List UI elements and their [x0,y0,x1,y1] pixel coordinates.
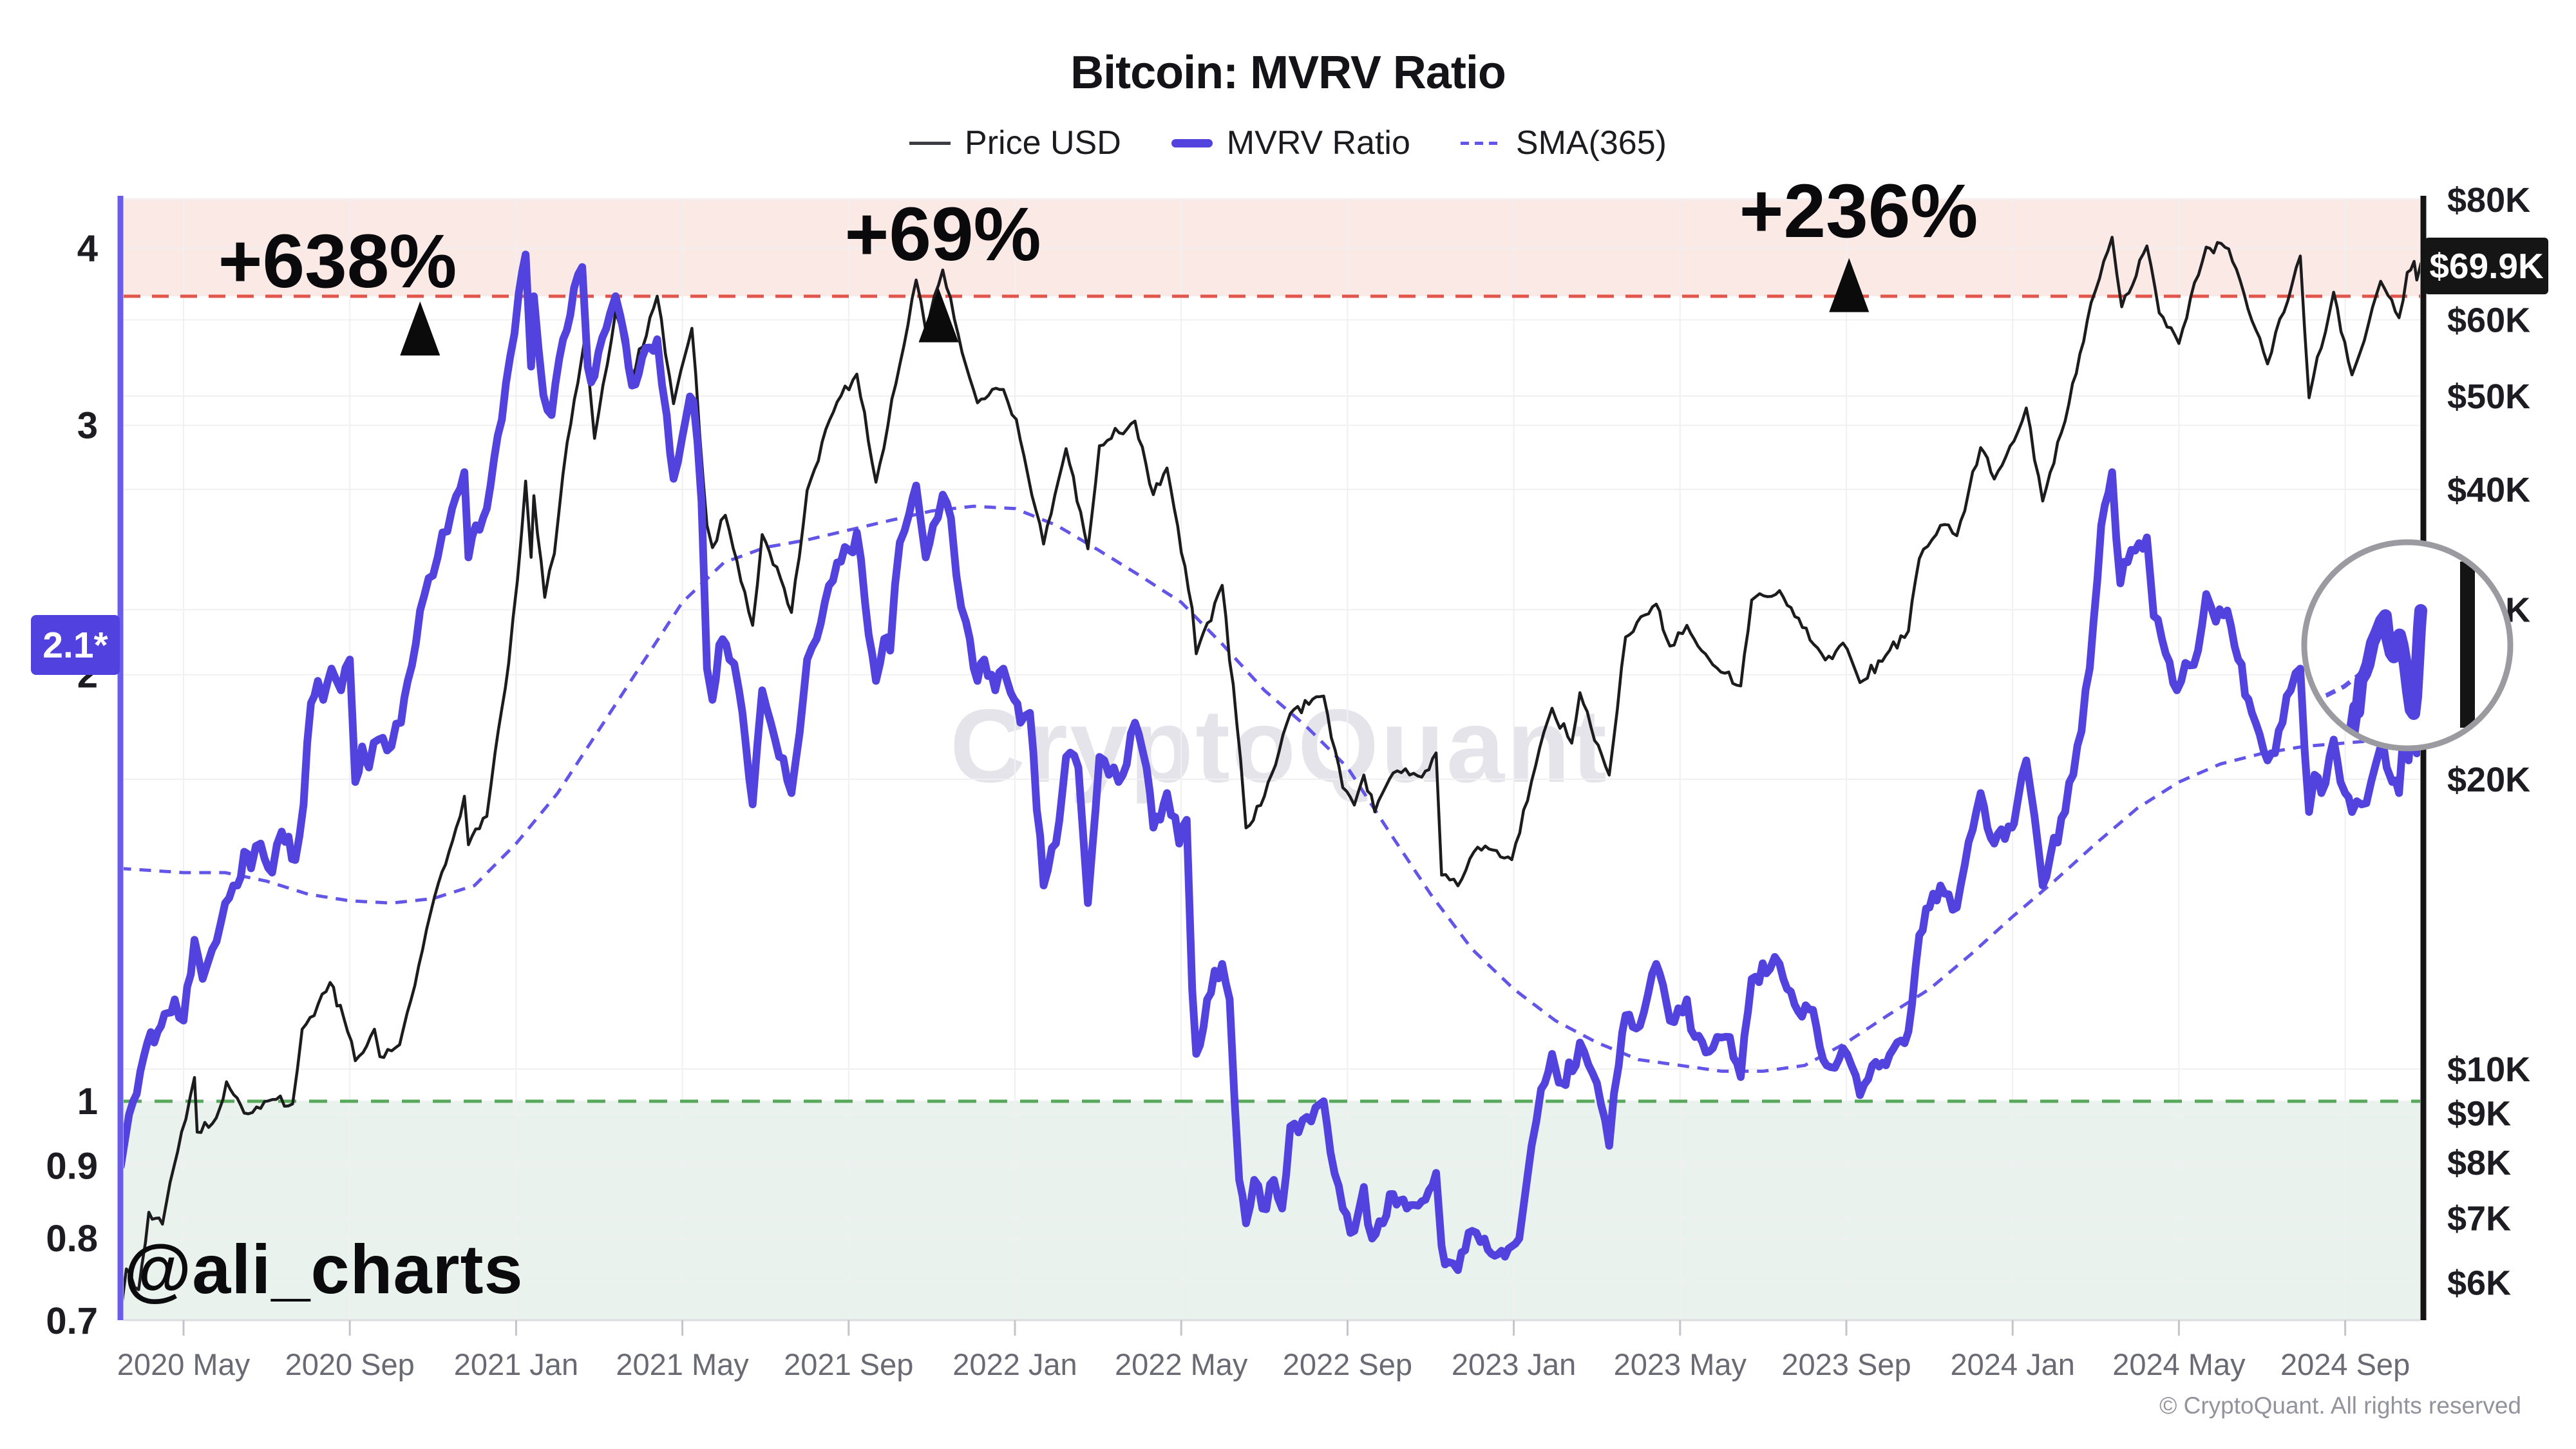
legend: Price USD MVRV Ratio SMA(365) [0,124,2576,162]
annotation-marker-+69% [886,278,990,528]
left-axis-tick-label: 1 [77,1081,98,1122]
annotation-marker-+638% [186,291,649,900]
annotation-gain-69: +69% [844,192,1041,277]
right-axis-tick-label: $20K [2447,761,2530,799]
right-axis-tick-label: $40K [2447,471,2530,509]
undervalued-band [124,1101,2420,1320]
x-axis-tick-label: 2022 Sep [1283,1347,1412,1381]
current-mvrv-badge: 2.1* [31,615,120,675]
magnifier-lens [2301,539,2514,752]
x-axis-tick-label: 2024 Jan [1950,1347,2074,1381]
x-axis-tick-label: 2021 Jan [454,1347,578,1381]
right-axis-tick-label: $8K [2447,1144,2511,1182]
annotation-arrow-head-icon [400,301,440,355]
lens-axis-bar [2460,562,2475,728]
x-axis-tick-label: 2023 May [1614,1347,1747,1381]
sma-365-line [124,504,2420,1073]
author-handle: @ali_charts [124,1230,524,1308]
mvrv-ratio-line [124,251,2420,1274]
x-axis-tick-label: 2024 May [2112,1347,2246,1381]
lens-mvrv-w-shape [2345,604,2427,741]
axis-labels: 43210.90.80.7$80K$60K$50K$40K$30K$20K$10… [46,181,2530,1381]
legend-label: MVRV Ratio [1226,124,1410,162]
left-axis-tick-label: 0.7 [46,1300,98,1342]
annotation-arrow-head-icon [1829,258,1870,312]
annotation-arrow-head-icon [918,288,959,343]
x-axis-tick-label: 2020 Sep [285,1347,415,1381]
current-price-badge: $69.9K [2425,238,2548,294]
page-title: Bitcoin: MVRV Ratio [1070,47,1506,99]
right-axis-tick-label: $9K [2447,1094,2511,1133]
legend-label: Price USD [965,124,1121,162]
x-axis-tick-label: 2022 Jan [952,1347,1077,1381]
right-axis-tick-label: $60K [2447,301,2530,340]
left-axis-tick-label: 4 [77,227,98,269]
legend-label: SMA(365) [1515,124,1667,162]
legend-item-mvrv: MVRV Ratio [1171,124,1410,162]
x-axis-tick-label: 2024 Sep [2280,1347,2410,1381]
x-axis-tick-label: 2023 Jan [1452,1347,1576,1381]
series [124,236,2420,1302]
legend-item-price: Price USD [909,124,1121,162]
x-axis-tick-label: 2021 May [616,1347,749,1381]
price-line-swatch-icon [909,141,951,145]
x-axis-tick-label: 2020 May [117,1347,251,1381]
legend-item-sma: SMA(365) [1460,124,1667,162]
price-usd-line [124,236,2420,1302]
zone-bands [124,198,2420,1320]
mvrv-line-swatch-icon [1171,138,1213,147]
sma-dashed-swatch-icon [1460,141,1502,145]
left-axis-tick-label: 3 [77,404,98,446]
right-axis-tick-label: $10K [2447,1050,2530,1089]
right-axis-tick-label: $80K [2447,181,2530,220]
overvalued-band [124,198,2420,296]
right-axis-tick-label: $6K [2447,1264,2511,1303]
annotation-marker-+236% [1596,248,2100,1039]
axes [117,196,2427,1336]
left-axis-tick-label: 0.8 [46,1218,98,1260]
annotation-gain-638: +638% [218,219,457,304]
right-axis-tick-label: $7K [2447,1200,2511,1238]
lens-border-icon [2301,539,2514,752]
copyright-notice: © CryptoQuant. All rights reserved [2159,1392,2521,1419]
annotation-gain-236: +236% [1739,169,1978,254]
left-axis-tick-label: 0.9 [46,1146,98,1188]
x-axis-tick-label: 2022 May [1115,1347,1248,1381]
x-axis-tick-label: 2023 Sep [1781,1347,1911,1381]
right-axis-tick-label: $50K [2447,377,2530,416]
x-axis-tick-label: 2021 Sep [784,1347,913,1381]
